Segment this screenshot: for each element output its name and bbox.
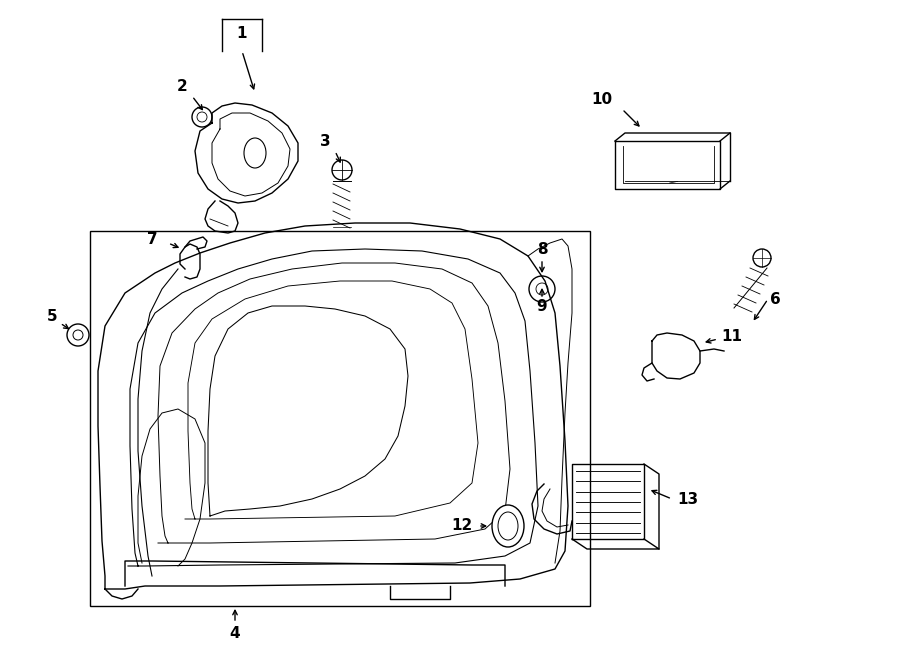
Ellipse shape: [498, 512, 518, 540]
Text: 9: 9: [536, 299, 547, 313]
Text: 10: 10: [591, 91, 613, 106]
Text: 8: 8: [536, 241, 547, 256]
Text: 3: 3: [320, 134, 330, 149]
Text: 6: 6: [770, 292, 780, 307]
Text: 1: 1: [237, 26, 248, 40]
Text: 13: 13: [678, 492, 698, 506]
Text: 11: 11: [722, 329, 742, 344]
Bar: [90, 231, 590, 606]
Text: 4: 4: [230, 625, 240, 641]
Text: 12: 12: [452, 518, 472, 533]
Text: 5: 5: [47, 309, 58, 323]
Text: 7: 7: [147, 231, 158, 247]
Ellipse shape: [492, 505, 524, 547]
Text: 2: 2: [176, 79, 187, 93]
